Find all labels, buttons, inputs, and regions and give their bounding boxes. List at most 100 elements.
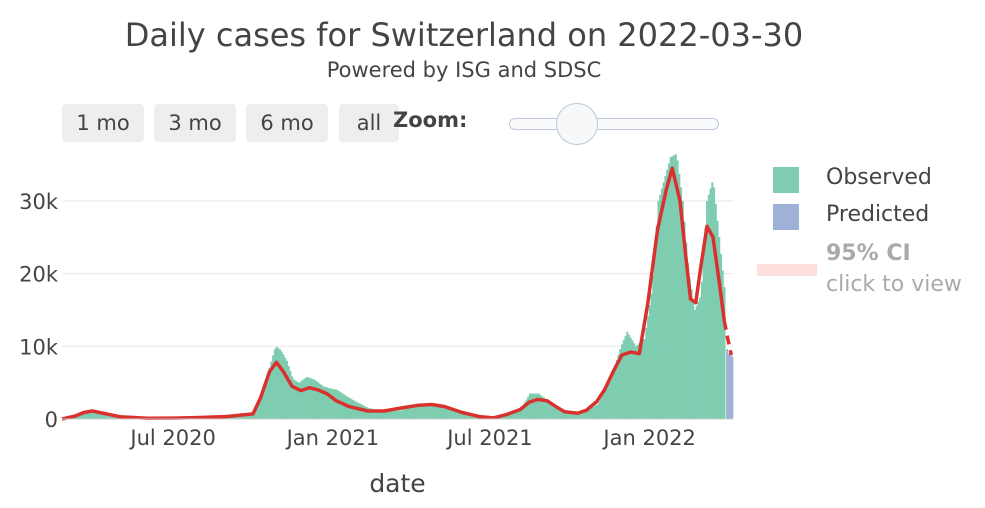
bar-observed [318,383,321,419]
bar-observed [405,408,408,419]
bars [67,154,734,420]
bar-observed [605,387,608,419]
range-button-6mo[interactable]: 6 mo [246,104,328,142]
bar-observed [707,194,710,419]
bar-observed [622,340,625,419]
bar-observed [681,200,684,419]
bar-observed [582,411,585,419]
bar-observed [438,404,441,419]
bar-observed [463,412,466,419]
bar-observed [254,410,257,419]
bar-observed [466,413,469,419]
bar-observed [310,378,313,419]
bar-observed [357,402,360,419]
chart-title: Daily cases for Switzerland on 2022-03-3… [124,16,804,54]
bar-observed [103,414,106,419]
bar-observed [299,381,302,419]
bar-observed [645,327,648,419]
bar-observed [341,393,344,419]
bar-observed [277,348,280,419]
bar-observed [88,411,91,419]
bar-observed [586,410,589,419]
bar-observed [261,393,264,419]
legend-swatch-ci[interactable] [757,264,817,276]
bar-observed [525,399,528,419]
bar-observed [284,357,287,419]
fit-lines [61,166,734,421]
legend-hint-ci[interactable]: click to view [826,272,962,297]
bar-observed [115,417,118,419]
bar-observed [565,410,568,419]
bar-observed [419,404,422,419]
bar-observed [693,309,696,419]
legend-swatch-observed[interactable] [773,167,799,193]
bar-observed [680,187,683,419]
bar-observed [308,377,311,419]
bar-observed [648,305,651,419]
legend-label-ci[interactable]: 95% CI [826,241,911,266]
bar-observed [601,394,604,419]
legend-swatch-predicted[interactable] [773,204,799,230]
bar-observed [516,409,519,419]
bar-observed [266,374,269,419]
bar-observed [443,406,446,419]
bar-observed [640,341,643,419]
bar-observed [364,406,367,419]
bar-predicted [731,356,734,419]
bar-observed [683,221,686,419]
bar-observed [570,411,573,419]
range-button-3mo[interactable]: 3 mo [154,104,236,142]
bar-observed [416,405,419,419]
legend-label-predicted[interactable]: Predicted [826,202,930,227]
bar-observed [237,416,240,419]
bar-predicted [726,349,729,419]
bar-observed [631,340,634,419]
bar-observed [81,412,84,419]
bar-observed [469,414,473,419]
bar-observed [686,263,690,419]
range-button-1mo[interactable]: 1 mo [62,104,144,142]
bar-observed [84,411,87,419]
bar-observed [685,242,688,419]
bar-observed [624,335,627,419]
bar-observed [338,391,341,419]
bar-observed [518,408,521,419]
bar-observed [588,409,591,419]
range-button-all[interactable]: all [339,104,399,142]
bar-observed [346,396,349,419]
bar-observed [607,383,610,419]
bar-observed [365,407,368,419]
bar-observed [669,157,672,419]
fit-line [61,166,727,421]
bar-observed [643,339,646,419]
bar-observed [563,410,566,419]
bar-observed [272,355,275,419]
bar-observed [655,225,658,419]
bar-observed [440,404,443,419]
bar-observed [445,406,448,419]
legend-label-observed[interactable]: Observed [826,165,932,190]
bar-observed [506,414,509,419]
bar-observed [692,299,695,419]
bar-observed [530,393,533,419]
bar-observed [402,409,405,419]
bar-observed [452,409,455,419]
bar-observed [258,402,261,419]
bar-observed [704,227,707,419]
bar-observed [393,410,396,419]
bar-observed [593,406,596,419]
bar-observed [464,413,467,419]
bar-observed [504,414,507,419]
bar-observed [294,380,297,419]
bar-observed [325,387,328,419]
bar-observed [322,386,325,419]
bar-observed [350,398,353,419]
bar-observed [114,417,117,419]
bar-observed [247,414,250,419]
bar-observed [433,403,436,419]
bar-observed [509,413,512,419]
bar-observed [355,401,358,419]
zoom-slider-handle[interactable] [556,103,598,145]
bar-observed [430,403,433,419]
bar-observed [551,404,554,419]
